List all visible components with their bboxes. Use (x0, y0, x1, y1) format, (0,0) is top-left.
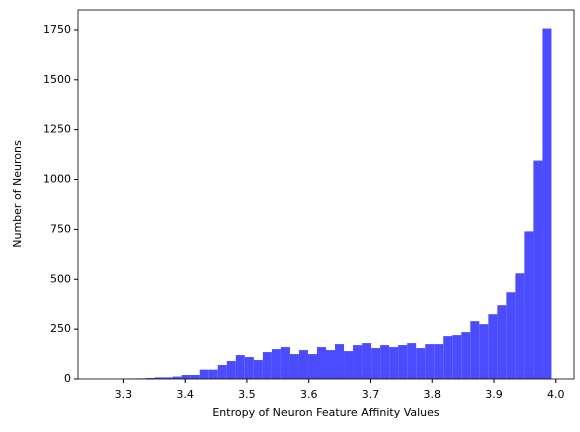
x-tick-label: 3.5 (238, 388, 256, 401)
bar (307, 354, 317, 379)
bar (497, 305, 507, 379)
y-tick-label: 500 (50, 272, 71, 285)
bar (190, 375, 200, 379)
bar (506, 292, 516, 379)
bar (145, 378, 155, 379)
bar (235, 355, 245, 379)
x-tick-label: 3.7 (362, 388, 380, 401)
x-tick-label: 4.0 (547, 388, 565, 401)
bar (416, 348, 426, 379)
y-axis-label: Number of Neurons (11, 140, 24, 248)
bar (443, 336, 453, 379)
y-tick-label: 1500 (43, 73, 71, 86)
y-tick-label: 1000 (43, 173, 71, 186)
bar (371, 348, 381, 379)
bar (362, 343, 372, 379)
bar (524, 231, 534, 379)
bar (407, 343, 417, 379)
y-tick-label: 1250 (43, 123, 71, 136)
bar (398, 345, 408, 379)
bar (380, 345, 390, 379)
bar (172, 376, 182, 379)
y-tick-label: 750 (50, 222, 71, 235)
bar (217, 365, 227, 379)
bar (533, 160, 543, 379)
plot-frame (77, 9, 575, 380)
bar (244, 357, 254, 379)
bar (461, 332, 471, 379)
bar (298, 350, 308, 379)
bar (479, 324, 489, 379)
bar (226, 361, 236, 379)
bar (542, 28, 552, 379)
bar (488, 314, 498, 379)
bar (316, 347, 326, 379)
bar (154, 377, 164, 379)
bar (470, 321, 480, 379)
bar (208, 369, 218, 379)
bar (353, 345, 363, 379)
bar (434, 344, 444, 379)
bar (425, 344, 435, 379)
bar (199, 369, 209, 379)
bar (515, 273, 525, 379)
x-tick-label: 3.9 (485, 388, 503, 401)
x-tick-label: 3.4 (176, 388, 194, 401)
x-tick-label: 3.3 (115, 388, 133, 401)
bar (253, 360, 263, 379)
y-tick-label: 0 (64, 372, 71, 385)
x-tick-label: 3.6 (300, 388, 318, 401)
bar (262, 352, 272, 379)
x-tick-label: 3.8 (423, 388, 441, 401)
bar (326, 350, 336, 379)
x-axis-label: Entropy of Neuron Feature Affinity Value… (212, 406, 440, 419)
bar (280, 347, 290, 379)
bar (181, 375, 191, 379)
bar (163, 377, 173, 379)
bar (271, 349, 281, 379)
y-tick-label: 250 (50, 322, 71, 335)
bar (335, 344, 345, 379)
bar (289, 354, 299, 379)
bar (452, 335, 462, 379)
y-tick-label: 1750 (43, 23, 71, 36)
bar (344, 351, 354, 379)
bar (389, 347, 399, 379)
